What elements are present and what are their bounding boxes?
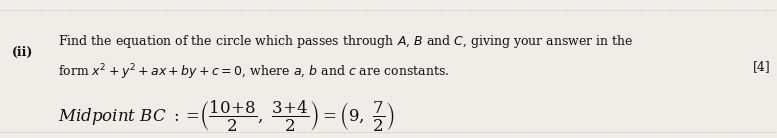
Text: Midpoint $BC\ :=\!\left(\dfrac{10\!+\!8}{2},\ \dfrac{3\!+\!4}{2}\right) = \left(: Midpoint $BC\ :=\!\left(\dfrac{10\!+\!8}… [58, 98, 395, 133]
Text: Find the equation of the circle which passes through $A$, $B$ and $C$, giving yo: Find the equation of the circle which pa… [58, 33, 634, 50]
Text: (ii): (ii) [12, 46, 33, 59]
Text: [4]: [4] [753, 60, 771, 73]
Text: form $x^2+y^2+ax+by+c=0$, where $a$, $b$ and $c$ are constants.: form $x^2+y^2+ax+by+c=0$, where $a$, $b$… [58, 62, 450, 82]
